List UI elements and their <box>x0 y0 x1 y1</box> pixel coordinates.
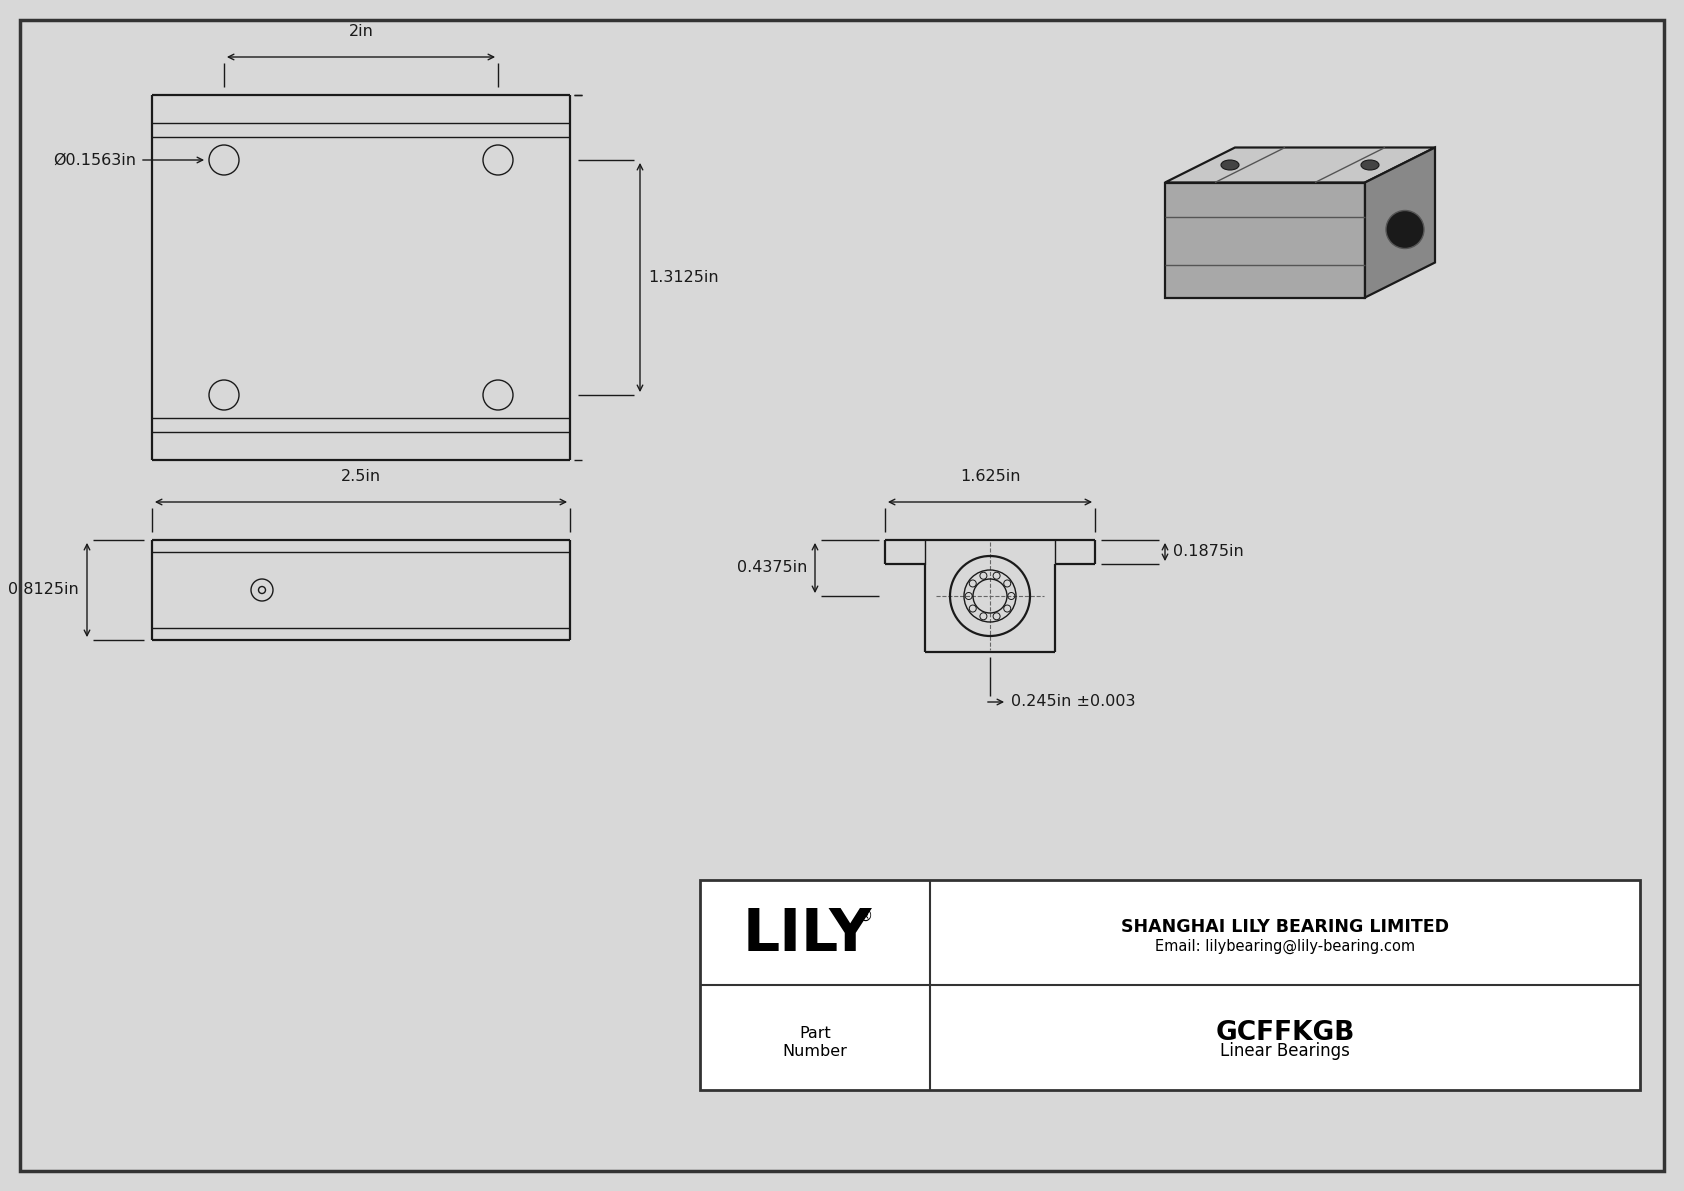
Text: 0.245in ±0.003: 0.245in ±0.003 <box>1010 694 1135 710</box>
Text: LILY: LILY <box>743 906 872 964</box>
Text: SHANGHAI LILY BEARING LIMITED: SHANGHAI LILY BEARING LIMITED <box>1122 917 1448 935</box>
Text: ®: ® <box>857 909 872 924</box>
Text: Number: Number <box>783 1045 847 1059</box>
Text: 2.5in: 2.5in <box>340 469 381 484</box>
Ellipse shape <box>1361 160 1379 170</box>
Text: Part: Part <box>800 1025 830 1041</box>
Polygon shape <box>1366 148 1435 298</box>
Polygon shape <box>1165 182 1366 298</box>
Ellipse shape <box>1386 211 1425 249</box>
Text: 2in: 2in <box>349 24 374 39</box>
Text: Email: lilybearing@lily-bearing.com: Email: lilybearing@lily-bearing.com <box>1155 939 1415 954</box>
Text: Linear Bearings: Linear Bearings <box>1221 1042 1351 1060</box>
Polygon shape <box>1165 148 1435 182</box>
Bar <box>701 880 1640 1090</box>
Text: 0.4375in: 0.4375in <box>736 561 807 575</box>
Text: 1.3125in: 1.3125in <box>648 270 719 285</box>
Text: Ø0.1563in: Ø0.1563in <box>52 152 136 168</box>
Text: 1.625in: 1.625in <box>960 469 1021 484</box>
Text: 0.8125in: 0.8125in <box>8 582 79 598</box>
Ellipse shape <box>1221 160 1239 170</box>
Text: GCFFKGB: GCFFKGB <box>1216 1019 1354 1046</box>
Text: 0.1875in: 0.1875in <box>1174 544 1244 560</box>
